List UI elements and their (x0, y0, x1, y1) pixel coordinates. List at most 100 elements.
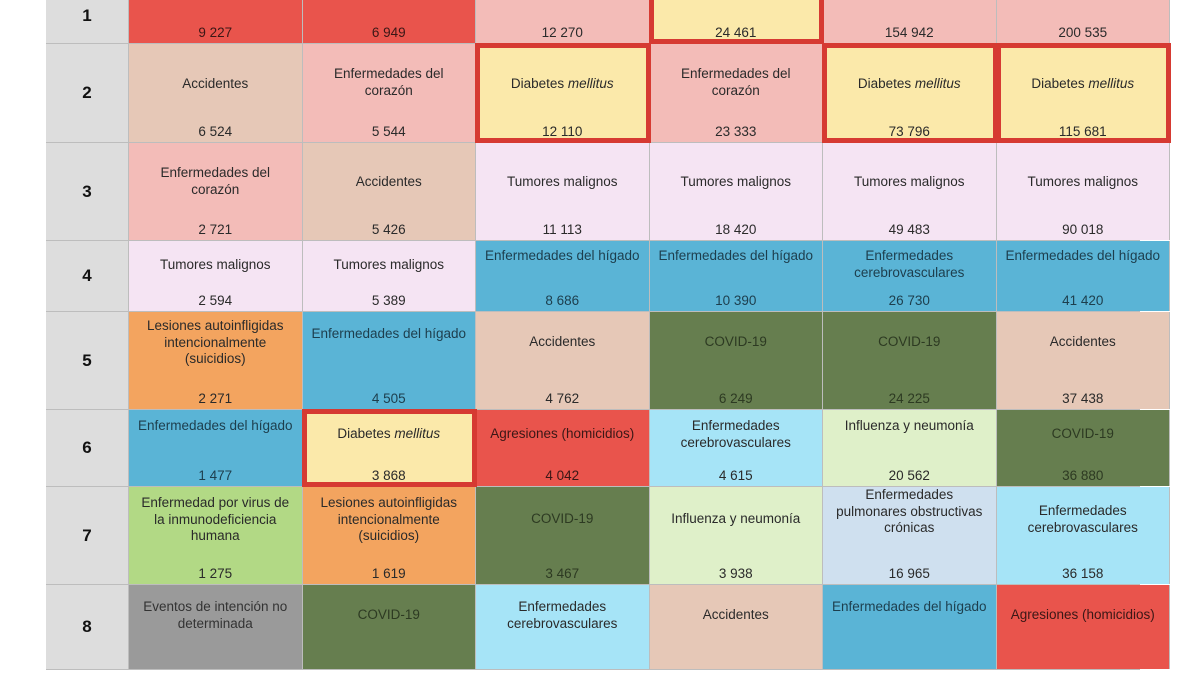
cell-value: 8 686 (545, 293, 580, 308)
table-cell: COVID-19 (302, 585, 476, 669)
cause-label: Enfermedades cerebrovasculares (1027, 503, 1138, 535)
cause-label: Lesiones autoinfligidas intencionalmente… (146, 318, 284, 366)
table-cell: Enfermedades del hígado 41 420 (996, 241, 1170, 311)
cell-value: 36 880 (1062, 468, 1104, 483)
cell-value: 115 681 (1058, 124, 1107, 139)
cell-value: 18 420 (715, 222, 757, 237)
cause-label: Enfermedades cerebrovasculares (507, 599, 618, 631)
cause-label: Enfermedades del corazón (680, 66, 791, 98)
cause-label: Diabetes mellitus (510, 76, 614, 91)
cause-label: Enfermedades del hígado (831, 599, 987, 614)
cause-label: Tumores malignos (506, 174, 618, 189)
cell-value: 1 275 (198, 566, 233, 581)
cell-value: 4 505 (371, 391, 406, 406)
cell-value: 37 438 (1062, 391, 1104, 406)
cell-value: 6 949 (371, 25, 406, 40)
table-cell: Enfermedades del hígado 1 477 (129, 410, 303, 486)
table-row: 7 Enfermedad por virus de la inmunodefic… (46, 487, 1170, 585)
cause-label: Enfermedades del hígado (658, 248, 814, 263)
table-cell: Agresiones (homicidios) 4 042 (476, 410, 650, 486)
table-cell-highlighted: Diabetes mellitus 3 868 (301, 409, 477, 487)
table-row: 1 9 227 6 949 12 270 24 461 154 942 200 … (46, 0, 1170, 44)
cause-label: Accidentes (702, 607, 769, 622)
table-cell: Enfermedades del hígado 8 686 (476, 241, 650, 311)
causes-of-death-table: 1 9 227 6 949 12 270 24 461 154 942 200 … (46, 0, 1171, 670)
table-cell: Lesiones autoinfligidas intencionalmente… (129, 312, 303, 409)
cell-value: 2 594 (198, 293, 233, 308)
rank-label: 2 (46, 44, 129, 142)
cause-label: Diabetes mellitus (337, 426, 441, 441)
rank-label: 4 (46, 241, 129, 311)
cell-value: 90 018 (1062, 222, 1104, 237)
table-row: 5 Lesiones autoinfligidas intencionalmen… (46, 312, 1170, 410)
cell-value: 2 271 (198, 391, 233, 406)
table-cell: Eventos de intención no determinada (129, 585, 303, 669)
table-row: 2 Accidentes 6 524 Enfermedades del cora… (46, 43, 1171, 143)
table-cell: 200 535 (996, 0, 1170, 43)
table-row: 3 Enfermedades del corazón 2 721 Acciden… (46, 143, 1170, 241)
table-cell-highlighted: 24 461 (648, 0, 824, 44)
rank-label: 7 (46, 487, 129, 584)
cell-value: 23 333 (715, 124, 757, 139)
cell-value: 16 965 (888, 566, 930, 581)
table-cell: Enfermedades del corazón 5 544 (302, 44, 476, 142)
cell-value: 5 426 (371, 222, 406, 237)
table-row: 4 Tumores malignos 2 594 Tumores maligno… (46, 241, 1170, 312)
table-cell: Accidentes 37 438 (996, 312, 1170, 409)
table-cell: Enfermedades del corazón 23 333 (649, 44, 823, 142)
table-cell: Tumores malignos 2 594 (129, 241, 303, 311)
cell-value: 5 389 (371, 293, 406, 308)
table-cell: Influenza y neumonía 3 938 (649, 487, 823, 584)
table-cell: Tumores malignos 90 018 (996, 143, 1170, 240)
table-cell-highlighted: Diabetes mellitus 115 681 (995, 43, 1171, 143)
table-cell: Enfermedades del hígado 4 505 (302, 312, 476, 409)
rank-label: 6 (46, 410, 129, 486)
cause-label: Eventos de intención no determinada (143, 599, 288, 631)
table-cell-highlighted: Diabetes mellitus 73 796 (822, 43, 998, 143)
table-cell: Enfermedades del hígado 10 390 (649, 241, 823, 311)
cell-value: 2 721 (198, 222, 233, 237)
cause-label: Enfermedades del corazón (160, 165, 271, 197)
cause-label: Enfermedades del hígado (1005, 248, 1161, 263)
table-cell: Tumores malignos 11 113 (476, 143, 650, 240)
cell-value: 4 762 (545, 391, 580, 406)
cause-label: Enfermedades cerebrovasculares (680, 418, 791, 450)
rank-label: 3 (46, 143, 129, 240)
table-row: 6 Enfermedades del hígado 1 477 Diabetes… (46, 409, 1170, 487)
table-cell: Lesiones autoinfligidas intencionalmente… (302, 487, 476, 584)
rank-label: 5 (46, 312, 129, 409)
cell-value: 6 524 (198, 124, 233, 139)
cause-label: Tumores malignos (159, 257, 271, 272)
cell-value: 20 562 (888, 468, 930, 483)
cell-value: 73 796 (888, 124, 930, 139)
cause-label: Tumores malignos (853, 174, 965, 189)
cause-label: Diabetes mellitus (857, 76, 961, 91)
cause-label: COVID-19 (357, 607, 420, 622)
table-cell: Enfermedades pulmonares obstructivas cró… (823, 487, 997, 584)
table-cell: Enfermedades cerebrovasculares 26 730 (823, 241, 997, 311)
table-cell: 154 942 (823, 0, 997, 43)
rank-label: 1 (46, 0, 129, 43)
table-cell: Enfermedades cerebrovasculares 36 158 (996, 487, 1170, 584)
cell-value: 6 249 (718, 391, 753, 406)
cause-label: Tumores malignos (333, 257, 445, 272)
table-cell: Enfermedades del corazón 2 721 (129, 143, 303, 240)
table-cell: COVID-19 3 467 (476, 487, 650, 584)
cause-label: COVID-19 (531, 511, 594, 526)
cell-value: 154 942 (884, 25, 934, 40)
cause-label: Tumores malignos (680, 174, 792, 189)
cell-value: 24 225 (888, 391, 930, 406)
table-cell: Agresiones (homicidios) (996, 585, 1170, 669)
cause-label: COVID-19 (878, 334, 941, 349)
table-cell: Enfermedad por virus de la inmunodeficie… (129, 487, 303, 584)
cell-value: 26 730 (888, 293, 930, 308)
cause-label: Enfermedades del hígado (484, 248, 640, 263)
cell-value: 41 420 (1062, 293, 1104, 308)
table-cell: COVID-19 6 249 (649, 312, 823, 409)
table-cell: Tumores malignos 18 420 (649, 143, 823, 240)
cause-label: Lesiones autoinfligidas intencionalmente… (320, 495, 458, 543)
cause-label: Enfermedades del hígado (311, 326, 467, 341)
cause-label: Accidentes (355, 174, 422, 189)
table-cell: Enfermedades del hígado (823, 585, 997, 669)
cause-label: Enfermedades del hígado (137, 418, 293, 433)
